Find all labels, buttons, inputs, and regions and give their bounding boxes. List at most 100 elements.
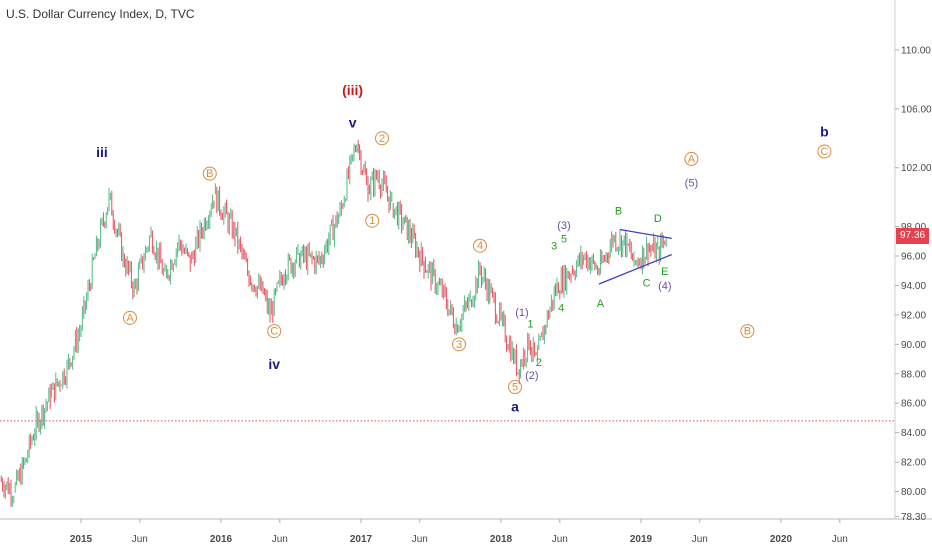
triangle-trendline — [619, 228, 672, 240]
triangle-trendline — [598, 253, 673, 285]
wave-label-text: v — [349, 115, 357, 131]
last-price-tag: 97.36 — [896, 228, 929, 245]
wave-label-text: 2 — [536, 357, 542, 369]
wave-label: b — [820, 123, 829, 139]
y-tick-label: 90.00 — [901, 340, 926, 351]
wave-label-text: 1 — [369, 215, 375, 227]
y-tick-label: 102.00 — [901, 163, 932, 174]
wave-label-text: (4) — [658, 280, 671, 292]
wave-label: 4 — [558, 303, 564, 315]
y-tick-label: 78.30 — [901, 512, 926, 523]
x-tick-label: 2019 — [630, 534, 653, 545]
wave-label-text: (5) — [685, 177, 698, 189]
wave-label: A — [684, 151, 699, 166]
x-tick-label: Jun — [552, 534, 568, 545]
wave-label-text: C — [643, 278, 651, 290]
wave-label-circle — [508, 380, 522, 395]
wave-label-text: B — [206, 168, 213, 180]
wave-label-circle — [123, 310, 137, 325]
wave-label: v — [349, 115, 357, 131]
y-tick-label: 98.00 — [901, 222, 926, 233]
y-tick-label: 84.00 — [901, 428, 926, 439]
x-tick-label: Jun — [832, 534, 848, 545]
wave-label: D — [654, 213, 662, 225]
y-tick-label: 94.00 — [901, 281, 926, 292]
wave-label-circle — [267, 324, 282, 339]
wave-label-circle — [817, 144, 832, 159]
x-tick-label: 2020 — [770, 534, 793, 545]
wave-label: 5 — [508, 380, 522, 395]
wave-label-text: B — [744, 326, 751, 338]
wave-label-text: iv — [268, 356, 280, 372]
wave-label: 1 — [365, 213, 380, 228]
wave-label: B — [202, 166, 217, 181]
wave-label-text: 1 — [527, 319, 533, 331]
price-series — [0, 139, 667, 507]
wave-label: 4 — [473, 238, 487, 253]
wave-label: A — [597, 298, 605, 310]
wave-label-text: (2) — [525, 370, 538, 382]
wave-label-text: b — [820, 123, 829, 139]
wave-label-circle — [740, 324, 755, 339]
wave-label-text: 4 — [477, 240, 483, 252]
wave-label: E — [661, 266, 668, 278]
wave-label-text: 3 — [456, 339, 462, 351]
y-tick-label: 96.00 — [901, 252, 926, 263]
wave-label: (3) — [557, 220, 570, 232]
wave-label: iii — [96, 144, 108, 160]
wave-label: 1 — [527, 319, 533, 331]
wave-label-text: 4 — [558, 303, 564, 315]
wave-label: C — [267, 324, 282, 339]
wave-label-text: 5 — [512, 382, 518, 394]
wave-label: (1) — [515, 307, 528, 319]
wave-label: C — [643, 278, 651, 290]
wave-label-text: (1) — [515, 307, 528, 319]
x-tick-label: 2015 — [70, 534, 93, 545]
wave-label: 5 — [561, 233, 567, 245]
wave-label: (iii) — [342, 82, 363, 98]
x-tick-label: Jun — [692, 534, 708, 545]
wave-label: 2 — [536, 357, 542, 369]
wave-label-text: (3) — [557, 220, 570, 232]
y-tick-label: 82.00 — [901, 458, 926, 469]
wave-label: (5) — [685, 177, 698, 189]
y-tick-label: 92.00 — [901, 310, 926, 321]
y-tick-label: 80.00 — [901, 487, 926, 498]
wave-label-circle — [452, 337, 466, 352]
y-tick-label: 88.00 — [901, 369, 926, 380]
wave-label-text: E — [661, 266, 668, 278]
x-tick-label: Jun — [412, 534, 428, 545]
wave-label-circle — [365, 213, 380, 228]
y-tick-label: 110.00 — [901, 46, 931, 57]
wave-label-text: A — [597, 298, 605, 310]
wave-label-text: 5 — [561, 233, 567, 245]
wave-label-text: iii — [96, 144, 108, 160]
wave-label: (2) — [525, 370, 538, 382]
x-tick-label: 2018 — [490, 534, 513, 545]
wave-label: B — [740, 324, 755, 339]
wave-label: iv — [268, 356, 280, 372]
wave-label-text: 3 — [551, 241, 557, 253]
wave-label: C — [817, 144, 832, 159]
x-tick-label: 2017 — [350, 534, 373, 545]
y-tick-label: 106.00 — [901, 104, 932, 115]
wave-label-text: A — [688, 153, 696, 165]
wave-label-circle — [684, 151, 699, 166]
wave-label-circle — [375, 131, 389, 146]
chart-title: U.S. Dollar Currency Index, D, TVC — [6, 7, 195, 21]
wave-label: 3 — [452, 337, 466, 352]
wave-label-text: A — [126, 312, 134, 324]
wave-label-text: (iii) — [342, 82, 363, 98]
wave-label: 2 — [375, 131, 389, 146]
wave-label-text: C — [820, 146, 828, 158]
wave-label: (4) — [658, 280, 671, 292]
x-tick-label: Jun — [132, 534, 148, 545]
x-tick-label: 2016 — [210, 534, 233, 545]
wave-label-text: 2 — [379, 133, 385, 145]
x-tick-label: Jun — [272, 534, 288, 545]
wave-label-text: C — [270, 326, 278, 338]
wave-label-text: a — [511, 399, 519, 415]
wave-label-text: D — [654, 213, 662, 225]
wave-label: a — [511, 399, 519, 415]
